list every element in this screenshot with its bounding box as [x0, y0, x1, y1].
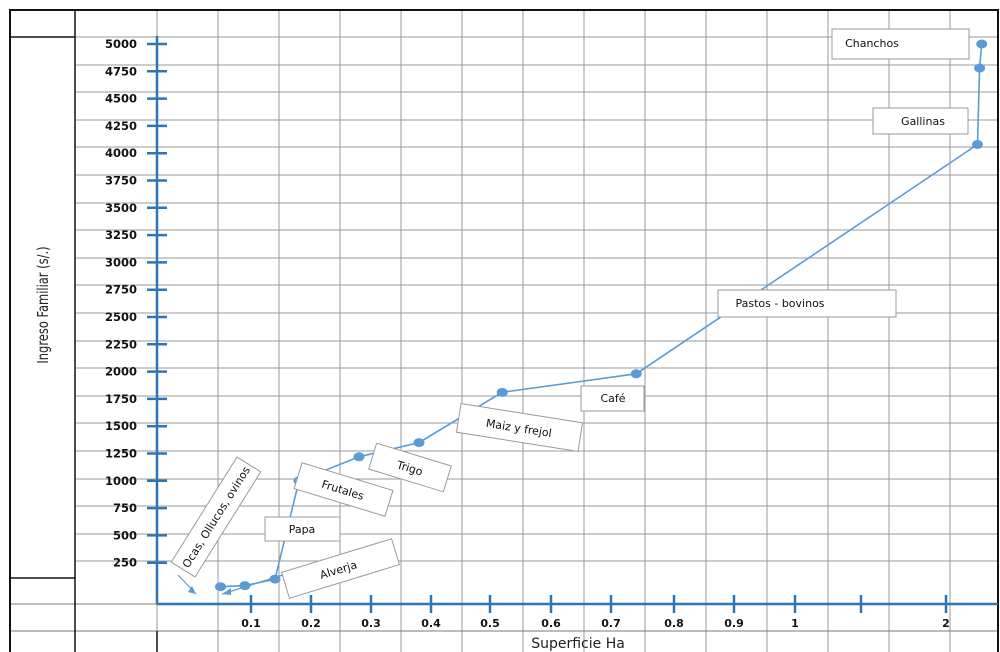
- y-tick-label: 500: [113, 528, 137, 542]
- y-tick-label: 2500: [105, 310, 137, 324]
- y-tick-label: 1500: [105, 419, 137, 433]
- outer-frame: [9, 9, 999, 652]
- x-tick-label: 0.1: [241, 617, 261, 630]
- y-tick-label: 3500: [105, 201, 137, 215]
- data-point: [972, 139, 983, 149]
- x-tick-label: 0.7: [601, 617, 621, 630]
- callout-gallinas: Gallinas: [872, 107, 969, 135]
- data-point: [353, 452, 365, 462]
- pointer-arrow: [188, 586, 196, 594]
- callout-box: [580, 385, 645, 412]
- callout-box: [455, 402, 584, 453]
- y-axis-title: Ingreso Familiar (s/.): [36, 246, 53, 363]
- pointer-line: [221, 574, 284, 595]
- callout-maiz-y-frejol: Maiz y frejol: [455, 402, 584, 453]
- x-tick-label: 1: [791, 617, 799, 630]
- x-tick-label: 0.6: [541, 617, 561, 630]
- callout-box: [872, 107, 969, 135]
- x-tick-label: 0.4: [421, 617, 441, 630]
- y-tick-label: 3750: [105, 174, 137, 188]
- callout-label: Gallinas: [901, 115, 945, 128]
- x-tick-label: 0.2: [301, 617, 321, 630]
- callout-label: Pastos - bovinos: [735, 297, 824, 310]
- callout-papa: Papa: [264, 516, 341, 542]
- data-point: [630, 369, 642, 379]
- y-tick-label: 4500: [105, 92, 137, 106]
- callout-ocas-ollucos-ovinos: Ocas, Ollucos, ovinos: [170, 456, 262, 578]
- callout-box: [717, 289, 897, 318]
- y-tick-label: 2000: [105, 365, 137, 379]
- y-tick-label: 1750: [105, 392, 137, 406]
- y-tick-label: 750: [113, 501, 137, 515]
- callout-label: Café: [600, 392, 625, 405]
- pointer-arrow: [222, 588, 231, 595]
- y-tick-label: 4000: [105, 146, 137, 160]
- callout-box: [293, 462, 394, 517]
- x-tick-label: 0.9: [724, 617, 744, 630]
- callout-box: [264, 516, 341, 542]
- data-point: [215, 582, 226, 592]
- callout-alverja: Alverja: [280, 538, 401, 599]
- axes: 250 500 750 1000 1250 1500 1750 2000 2250 2500 275…: [105, 36, 998, 630]
- callout-label: Chanchos: [845, 37, 899, 50]
- x-tick-label: 0.3: [361, 617, 381, 630]
- y-tick-label: 250: [113, 556, 137, 570]
- y-tick-label: 1000: [105, 474, 137, 488]
- callout-frutales: Frutales: [293, 462, 394, 517]
- y-tick-label: 3000: [105, 255, 137, 269]
- x-axis-title: Superficie Ha: [531, 636, 625, 652]
- callout-box: [280, 538, 401, 599]
- data-point: [974, 63, 986, 73]
- data-point: [413, 438, 425, 448]
- callout-label: Ocas, Ollucos, ovinos: [180, 464, 253, 570]
- x-tick-label: 0.5: [480, 617, 500, 630]
- callout-pastos-bovinos: Pastos - bovinos: [717, 289, 897, 318]
- x-tick-label: 0.8: [664, 617, 684, 630]
- y-tick-label: 1250: [105, 447, 137, 461]
- callout-box: [368, 442, 452, 493]
- y-tick-label: 2250: [105, 337, 137, 351]
- grid-lines: [10, 10, 998, 652]
- chart-frame: [9, 9, 999, 652]
- y-tick-label: 4250: [105, 119, 137, 133]
- callout-trigo: Trigo: [368, 442, 452, 493]
- data-point: [976, 39, 988, 49]
- callout-chanchos: Chanchos: [831, 28, 970, 60]
- callout-box: [831, 28, 970, 60]
- data-point: [496, 387, 508, 397]
- callout-caf: Café: [580, 385, 645, 412]
- x-tick-label: 2: [942, 617, 950, 630]
- callout-label: Papa: [289, 523, 316, 536]
- y-tick-label: 2750: [105, 283, 137, 297]
- y-tick-label: 3250: [105, 228, 137, 242]
- y-tick-label: 4750: [105, 64, 137, 78]
- y-tick-label: 5000: [105, 37, 137, 51]
- callout-box: [170, 456, 262, 578]
